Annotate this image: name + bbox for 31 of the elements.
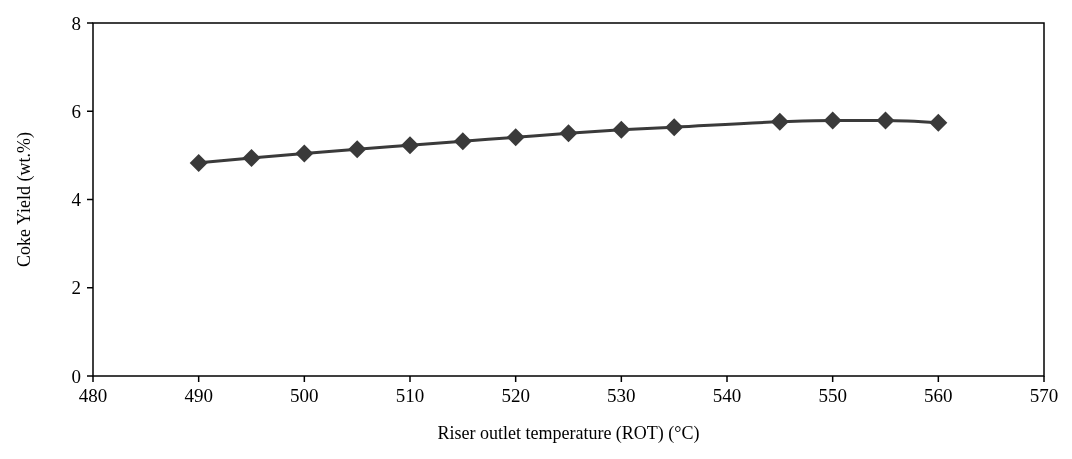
point [348,140,367,159]
x-tick-label: 560 [924,385,953,406]
point [823,111,842,130]
y-tick-label: 6 [71,100,81,122]
x-tick-label: 500 [290,385,319,406]
x-tick-label: 490 [184,385,213,406]
y-tick-label: 4 [71,189,82,211]
y-axis-title: Coke Yield (wt.%) [14,132,35,267]
point [612,120,631,139]
x-tick-label: 530 [607,385,636,406]
point [401,136,419,155]
x-tick-label: 550 [818,385,847,406]
point [242,149,261,168]
x-tick-label: 570 [1029,385,1059,406]
point [559,124,578,143]
point [876,111,895,130]
y-tick-label: 8 [71,12,81,34]
point [295,144,314,163]
x-tick-label: 520 [501,385,530,406]
point [929,113,948,132]
y-tick-label: 0 [71,365,81,387]
point [453,132,472,151]
x-axis-title: Riser outlet temperature (ROT) (°C) [437,423,700,444]
y-tick-label: 2 [71,277,81,299]
x-tick-label: 480 [78,385,108,406]
point [506,128,525,147]
point [665,118,684,137]
point [770,112,789,131]
x-tick-label: 510 [395,385,425,406]
point [189,153,208,172]
x-tick-label: 540 [712,385,742,406]
